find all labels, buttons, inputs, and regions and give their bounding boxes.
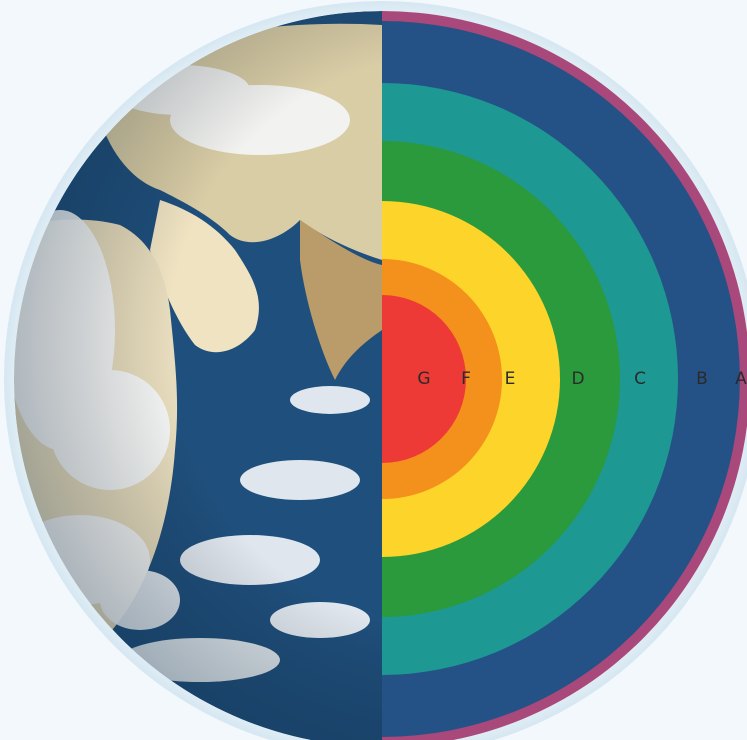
layer-label-c: C	[634, 369, 646, 389]
earth-surface-half	[14, 11, 382, 740]
layer-label-b: B	[696, 369, 708, 389]
layer-label-d: D	[571, 369, 584, 389]
earth-layers-half	[382, 11, 747, 740]
layer-g-band	[382, 295, 466, 463]
layer-label-f: F	[461, 369, 471, 389]
layer-label-g: G	[417, 369, 430, 389]
layer-label-e: E	[505, 369, 516, 389]
layer-labels: A B C D E F G	[417, 369, 747, 389]
layer-label-a: A	[735, 369, 747, 389]
